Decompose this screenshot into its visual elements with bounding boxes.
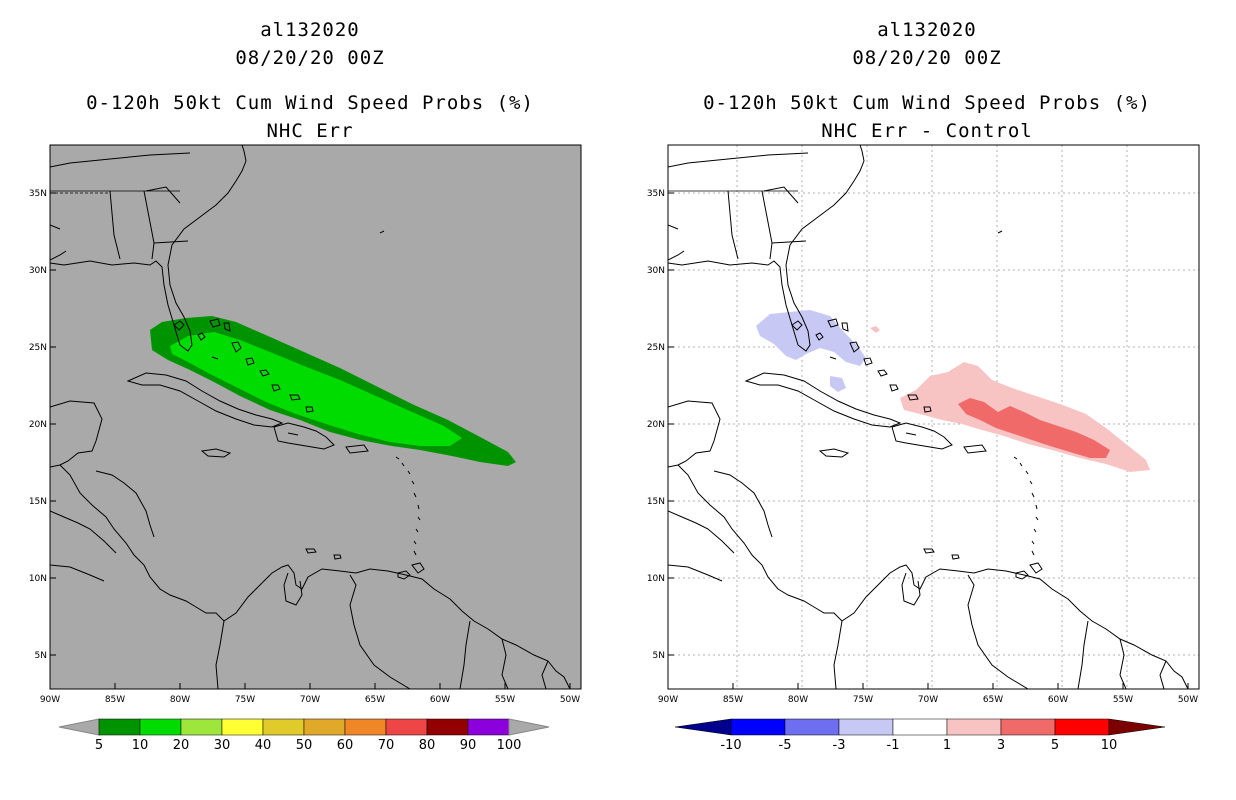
left-lat-label: 15N — [29, 497, 47, 507]
left-colorbar-extend-high — [508, 718, 550, 736]
right-title-variant: NHC Err - Control — [821, 120, 1033, 142]
left-lat-label: 10N — [29, 574, 47, 584]
right-title-date: 08/20/20 00Z — [852, 47, 1002, 69]
right-lat-label: 15N — [647, 497, 665, 507]
right-colorbar-label: 5 — [1051, 738, 1059, 753]
left-colorbar-label: 80 — [419, 738, 436, 753]
right-colorbar-swatch — [892, 718, 948, 736]
right-colorbar-label: 1 — [943, 738, 951, 753]
left-title-variant: NHC Err — [266, 120, 354, 142]
left-colorbar-extend-low — [58, 718, 100, 736]
left-title-storm: al132020 — [260, 19, 360, 41]
left-lon-label: 90W — [40, 695, 60, 705]
left-lon-label: 60W — [430, 695, 450, 705]
right-colorbar-swatch — [1000, 718, 1056, 736]
left-lon-label: 70W — [300, 695, 320, 705]
left-lat-label: 35N — [29, 189, 47, 199]
right-lon-label: 70W — [918, 695, 938, 705]
right-map-frame — [667, 144, 1200, 690]
left-lon-label: 65W — [365, 695, 385, 705]
right-colorbar-swatch — [946, 718, 1002, 736]
right-colorbar-swatch — [784, 718, 840, 736]
left-colorbar-swatch — [262, 718, 305, 736]
right-diff-neg-1-3 — [756, 310, 866, 366]
left-lon-label: 75W — [235, 695, 255, 705]
left-title-product: 0-120h 50kt Cum Wind Speed Probs (%) — [86, 92, 534, 114]
right-colorbar-label: -5 — [779, 738, 792, 753]
right-lat-label: 35N — [647, 189, 665, 199]
right-colorbar-label: -3 — [833, 738, 846, 753]
left-lon-label: 85W — [105, 695, 125, 705]
left-swath-10-20 — [170, 332, 462, 446]
right-lon-label: 60W — [1048, 695, 1068, 705]
left-lat-label: 20N — [29, 420, 47, 430]
right-lon-label: 65W — [983, 695, 1003, 705]
right-colorbar: -10 -5 -3 -1 1 3 5 10 — [674, 718, 1166, 753]
right-lat-label: 20N — [647, 420, 665, 430]
right-colorbar-extend-high — [1108, 718, 1166, 736]
left-colorbar-label: 70 — [378, 738, 395, 753]
right-lon-label: 50W — [1178, 695, 1198, 705]
left-colorbar-label: 50 — [296, 738, 313, 753]
right-lon-label: 90W — [658, 695, 678, 705]
left-colorbar-swatch — [303, 718, 346, 736]
left-lon-label: 55W — [495, 695, 515, 705]
right-diff-neg-small — [830, 376, 846, 392]
left-colorbar-label: 60 — [337, 738, 354, 753]
right-colorbar-swatch — [1054, 718, 1110, 736]
left-colorbar-swatch — [344, 718, 387, 736]
right-lat-label: 30N — [647, 266, 665, 276]
right-title-storm: al132020 — [877, 19, 977, 41]
right-lon-label: 55W — [1113, 695, 1133, 705]
right-map-panel — [667, 144, 1200, 690]
right-colorbar-swatch — [838, 718, 894, 736]
right-diff-pos-3-5 — [958, 398, 1110, 458]
left-colorbar-label: 10 — [132, 738, 149, 753]
left-colorbar-swatch — [180, 718, 223, 736]
left-lat-label: 30N — [29, 266, 47, 276]
right-lon-label: 75W — [853, 695, 873, 705]
left-map-frame — [49, 144, 582, 690]
left-colorbar-label: 100 — [497, 738, 522, 753]
left-map-panel — [49, 144, 582, 690]
left-colorbar-swatch — [385, 718, 428, 736]
right-diff-pos-small — [870, 326, 880, 333]
right-lat-label: 5N — [653, 651, 665, 661]
left-lat-label: 5N — [35, 651, 47, 661]
right-lat-label: 25N — [647, 343, 665, 353]
right-colorbar-extend-low — [674, 718, 732, 736]
right-lat-label: 10N — [647, 574, 665, 584]
left-colorbar-label: 90 — [460, 738, 477, 753]
axis-labels: 90W 85W 80W 75W 70W 65W 60W 55W 50W 35N 30N 25N 20N 1… — [29, 189, 1198, 705]
right-title-product: 0-120h 50kt Cum Wind Speed Probs (%) — [703, 92, 1151, 114]
left-colorbar-label: 40 — [255, 738, 272, 753]
left-lat-label: 25N — [29, 343, 47, 353]
left-colorbar-label: 20 — [173, 738, 190, 753]
left-colorbar-swatch — [426, 718, 469, 736]
left-colorbar-swatch — [98, 718, 141, 736]
right-colorbar-label: 10 — [1101, 738, 1118, 753]
left-colorbar-label: 30 — [214, 738, 231, 753]
right-lon-label: 80W — [788, 695, 808, 705]
left-colorbar: 5 10 20 30 40 50 60 70 80 90 100 — [58, 718, 550, 753]
left-colorbar-swatch — [139, 718, 182, 736]
right-colorbar-label: 3 — [997, 738, 1005, 753]
left-title-date: 08/20/20 00Z — [235, 47, 385, 69]
left-colorbar-swatch — [467, 718, 510, 736]
right-colorbar-label: -10 — [720, 738, 741, 753]
right-colorbar-swatch — [730, 718, 786, 736]
left-colorbar-label: 5 — [95, 738, 103, 753]
right-colorbar-label: -1 — [887, 738, 900, 753]
left-lon-label: 80W — [170, 695, 190, 705]
left-colorbar-swatch — [221, 718, 264, 736]
right-lon-label: 85W — [723, 695, 743, 705]
left-lon-label: 50W — [560, 695, 580, 705]
